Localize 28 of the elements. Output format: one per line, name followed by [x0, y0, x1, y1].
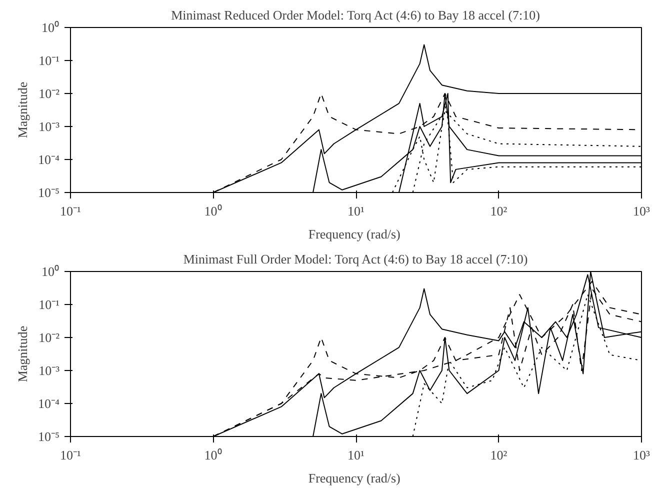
y-tick-label: 10⁻³ [38, 119, 60, 134]
x-axis-title: Frequency (rad/s) [308, 226, 400, 242]
y-axis-title: Magnitude [14, 326, 30, 382]
y-tick-label: 10⁻² [38, 86, 60, 101]
y-axis-title: Magnitude [14, 82, 30, 138]
y-tick-label: 10⁰ [42, 20, 60, 35]
chart-title: Minimast Reduced Order Model: Torq Act (4:6) to Bay 18 accel (7:10) [171, 8, 540, 22]
x-tick-label: 10⁰ [204, 204, 222, 218]
x-tick-label: 10⁻¹ [60, 448, 82, 462]
x-tick-label: 10⁰ [204, 448, 222, 462]
chart-title: Minimast Full Order Model: Torq Act (4:6) to Bay 18 accel (7:10) [183, 252, 528, 266]
x-tick-label: 10³ [633, 448, 650, 462]
y-tick-label: 10⁻² [38, 330, 60, 345]
y-tick-label: 10⁻¹ [38, 53, 60, 68]
x-tick-label: 10¹ [348, 448, 365, 462]
y-tick-label: 10⁻⁴ [38, 396, 60, 411]
y-tick-label: 10⁻⁵ [38, 429, 60, 444]
x-tick-label: 10¹ [348, 204, 365, 218]
y-tick-label: 10⁻³ [38, 363, 60, 378]
x-tick-label: 10⁻¹ [60, 204, 82, 218]
x-tick-label: 10² [490, 204, 508, 218]
x-axis-title: Frequency (rad/s) [308, 470, 400, 486]
x-tick-label: 10³ [633, 204, 650, 218]
x-tick-label: 10² [490, 448, 508, 462]
y-tick-label: 10⁻⁵ [38, 185, 60, 200]
y-tick-label: 10⁰ [42, 264, 60, 279]
y-tick-label: 10⁻⁴ [38, 152, 60, 167]
y-tick-label: 10⁻¹ [38, 297, 60, 312]
